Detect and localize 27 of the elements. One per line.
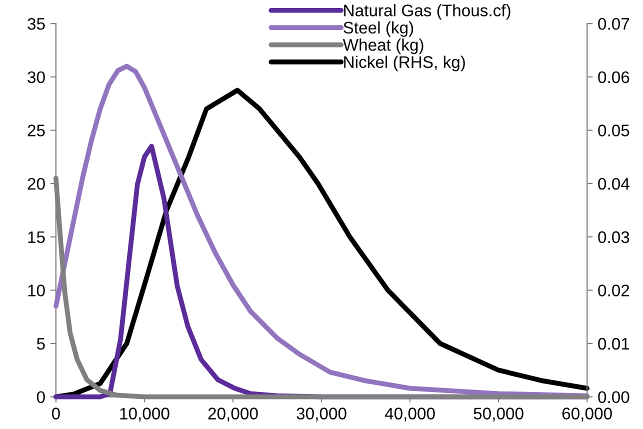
x-tick-label: 10,000: [120, 408, 170, 422]
y2-tick-label: 0.03: [598, 231, 630, 244]
y-tick-label: 15: [28, 231, 45, 244]
y-tick-label: 35: [28, 18, 45, 30]
y-tick-label: 10: [28, 284, 45, 296]
x-tick-label: 20,000: [208, 408, 258, 422]
y-tick-label: 25: [28, 124, 45, 136]
x-tick-label: 30,000: [296, 408, 346, 422]
x-tick-label: 60,000: [562, 408, 612, 422]
y2-tick-label: 0.05: [598, 124, 630, 136]
legend-label: Wheat (kg): [342, 38, 424, 54]
y2-tick-label: 0.04: [598, 178, 630, 190]
y2-tick-label: 0.07: [598, 18, 630, 30]
x-tick-label: 40,000: [384, 408, 435, 422]
x-tick-label: 0: [52, 408, 60, 420]
y-tick-label: 20: [28, 178, 45, 190]
legend-label: Steel (kg): [344, 21, 414, 37]
y2-tick-label: 0.01: [598, 338, 630, 350]
y2-tick-label: 0.00: [598, 391, 630, 404]
y-tick-label: 5: [36, 338, 45, 350]
y-tick-label: 30: [28, 71, 45, 84]
y-tick-label: 0: [36, 391, 45, 404]
y2-tick-label: 0.02: [598, 284, 630, 296]
legend-label: Nickel (RHS, kg): [344, 56, 465, 72]
y2-tick-label: 0.06: [598, 71, 630, 84]
x-tick-label: 50,000: [474, 408, 524, 422]
legend-label: Natural Gas (Thous.cf): [344, 4, 510, 20]
